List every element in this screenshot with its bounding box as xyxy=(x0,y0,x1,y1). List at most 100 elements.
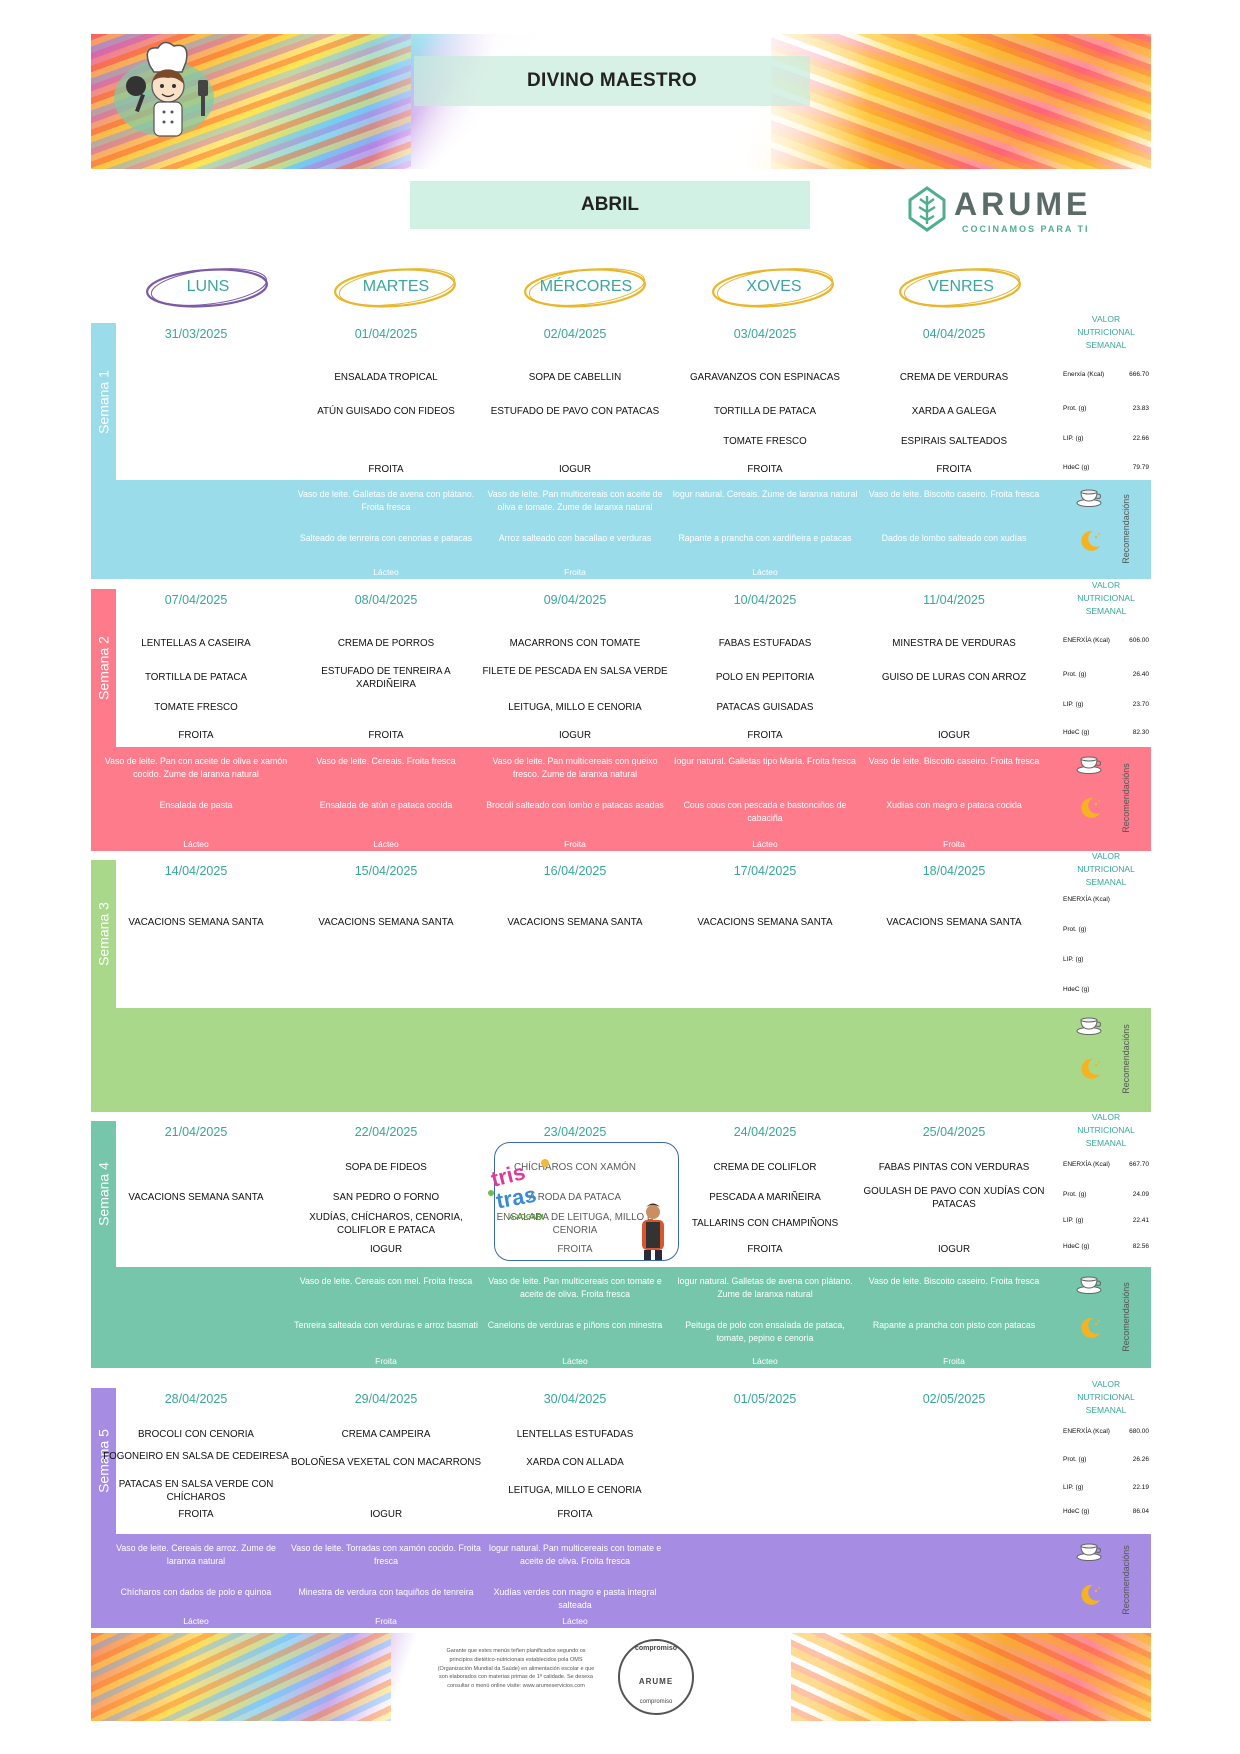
nutrition-label: Prot. (g) xyxy=(1063,671,1087,678)
day-date: 29/04/2025 xyxy=(354,1392,418,1406)
menu-dish: A RODA DA PATACA xyxy=(528,1192,621,1203)
menu-dish: MACARRONS CON TOMATE xyxy=(509,638,641,649)
nutrition-label: Prot. (g) xyxy=(1063,1191,1087,1198)
day-header-3: XOVES xyxy=(709,264,839,310)
dinner-recommendation: Minestra de verdura con taquiños de tenr… xyxy=(298,1587,474,1597)
recommendations-band xyxy=(91,1534,1151,1628)
day-header-0: LUNS xyxy=(143,264,273,310)
nutrition-value: 82.56 xyxy=(1132,1243,1149,1250)
menu-dish: GARAVANZOS CON ESPINACAS xyxy=(690,372,840,383)
breakfast-recommendation: Iogur natural. Cereais. Zume de laranxa … xyxy=(672,489,858,499)
menu-dish: XUDÍAS, CHÍCHAROS, CENORIA, COLIFLOR E P… xyxy=(309,1212,463,1237)
nutrition-value: 23.70 xyxy=(1132,701,1149,708)
nutrition-title: VALOR NUTRICIONAL SEMANAL xyxy=(1077,851,1135,888)
nutrition-value: 26.26 xyxy=(1132,1456,1149,1463)
dinner-recommendation: Dados de lombo salteado con xudías xyxy=(881,533,1027,543)
day-date: 02/05/2025 xyxy=(922,1392,986,1406)
week-side-bar: Semana 4 xyxy=(91,1121,116,1267)
breakfast-cup-icon xyxy=(1076,1017,1102,1035)
day-date: 16/04/2025 xyxy=(543,864,607,878)
day-header-4: VENRES xyxy=(896,264,1026,310)
recommendations-label: Recomendacións xyxy=(1120,1024,1131,1094)
dinner-recommendation: Rapante a prancha con xardiñeira e patac… xyxy=(678,533,852,543)
day-name: VENRES xyxy=(928,278,994,295)
menu-dish: CREMA CAMPEIRA xyxy=(341,1429,431,1440)
menu-dish: FABAS ESTUFADAS xyxy=(718,638,812,649)
day-date: 17/04/2025 xyxy=(733,864,797,878)
nutrition-label: LIP. (g) xyxy=(1063,435,1084,442)
nutrition-title: VALOR NUTRICIONAL SEMANAL xyxy=(1077,314,1135,351)
menu-dish: XARDA A GALEGA xyxy=(911,406,997,417)
day-date: 28/04/2025 xyxy=(164,1392,228,1406)
seal-top-text: compromiso xyxy=(634,1645,677,1652)
menu-dish: IOGUR xyxy=(937,730,971,741)
dinner-recommendation: Salteado de tenreira con cenorias e pata… xyxy=(299,533,473,543)
day-header-2: MÉRCORES xyxy=(521,264,651,310)
day-date: 01/05/2025 xyxy=(733,1392,797,1406)
menu-dish: GUISO DE LURAS CON ARROZ xyxy=(881,672,1027,683)
dessert-recommendation: Lácteo xyxy=(752,567,778,577)
menu-dish: FROITA xyxy=(747,730,783,741)
day-ellipse-icon xyxy=(146,268,268,308)
month-title-box: ABRIL xyxy=(410,181,810,229)
compromiso-seal: compromiso ARUME compromiso xyxy=(618,1639,694,1715)
month-title: ABRIL xyxy=(580,194,640,215)
menu-dish: TORTILLA DE PATACA xyxy=(145,672,247,683)
brand-tagline: COCINAMOS PARA TI xyxy=(962,224,1090,234)
day-date: 25/04/2025 xyxy=(922,1125,986,1139)
menu-dish: TALLARINS CON CHAMPIÑONS xyxy=(691,1218,839,1229)
menu-dish: VACACIONS SEMANA SANTA xyxy=(318,917,454,928)
dessert-recommendation: Lácteo xyxy=(752,839,778,849)
dinner-recommendation: Xudías verdes con magro e pasta integral… xyxy=(493,1587,657,1611)
menu-dish: FROITA xyxy=(368,730,404,741)
menu-dish: LENTELLAS A CASEIRA xyxy=(141,638,251,649)
nutrition-label: ENERXÍA (Kcal) xyxy=(1063,637,1110,644)
menu-dish: IOGUR xyxy=(937,1244,971,1255)
menu-dish: XARDA CON ALLADA xyxy=(526,1457,624,1468)
dessert-recommendation: Lácteo xyxy=(752,1356,778,1366)
menu-dish: FROITA xyxy=(368,464,404,475)
day-date: 04/04/2025 xyxy=(922,327,986,341)
menu-dish: FILETE DE PESCADA EN SALSA VERDE xyxy=(482,666,668,677)
breakfast-recommendation: Vaso de leite. Pan multicereais con acei… xyxy=(487,489,663,513)
week-side-bar: Semana 1 xyxy=(91,323,116,480)
nutrition-value: 22.66 xyxy=(1132,435,1149,442)
brand-name: ARUME xyxy=(954,186,1092,222)
day-date: 14/04/2025 xyxy=(164,864,228,878)
week-side-bar: Semana 5 xyxy=(91,1388,116,1534)
nutrition-title: VALOR NUTRICIONAL SEMANAL xyxy=(1077,1112,1135,1149)
day-date: 08/04/2025 xyxy=(354,593,418,607)
menu-dish: FROITA xyxy=(936,464,972,475)
day-date: 10/04/2025 xyxy=(733,593,797,607)
week-block-4: Semana 4 21/04/2025 VACACIONS SEMANA SANTA… xyxy=(91,1112,1151,1368)
breakfast-cup-icon xyxy=(1076,1276,1102,1294)
day-date: 23/04/2025 xyxy=(543,1125,607,1139)
menu-dish: TORTILLA DE PATACA xyxy=(714,406,816,417)
seal-brand-text: ARUME xyxy=(638,1677,674,1686)
nutrition-value: 86.04 xyxy=(1132,1508,1149,1515)
nutrition-label: HdeC (g) xyxy=(1063,1508,1090,1515)
dinner-moon-icon xyxy=(1081,1317,1100,1338)
menu-dish: PATACAS GUISADAS xyxy=(716,702,814,713)
day-date: 02/04/2025 xyxy=(543,327,607,341)
menu-dish: FROITA xyxy=(747,1244,783,1255)
week-side-bar: Semana 3 xyxy=(91,860,116,1008)
menu-dish: IOGUR xyxy=(369,1509,403,1520)
week-block-3: Semana 3 14/04/2025 VACACIONS SEMANA SANTA… xyxy=(91,851,1151,1112)
day-name: XOVES xyxy=(746,278,802,295)
menu-dish: FROITA xyxy=(557,1509,593,1520)
nutrition-label: ENERXÍA (Kcal) xyxy=(1063,1428,1110,1435)
menu-dish: ENSALADA DE LEITUGA, MILLO E CENORIA xyxy=(496,1212,654,1237)
nutrition-label: LIP. (g) xyxy=(1063,701,1084,708)
school-title: DIVINO MAESTRO xyxy=(527,70,697,91)
day-name: MÉRCORES xyxy=(539,278,633,295)
recommendations-band xyxy=(91,1267,1151,1368)
menu-dish: PESCADA A MARIÑEIRA xyxy=(709,1192,821,1203)
menu-dish: POLO EN PEPITORIA xyxy=(715,672,815,683)
menu-dish: VACACIONS SEMANA SANTA xyxy=(128,917,264,928)
day-date: 09/04/2025 xyxy=(543,593,607,607)
nutrition-value: 667.70 xyxy=(1129,1161,1149,1168)
dinner-recommendation: Xudías con magro e pataca cocida xyxy=(886,800,1022,810)
menu-dish: SOPA DE FIDEOS xyxy=(345,1162,427,1173)
breakfast-recommendation: Vaso de leite. Cereais de arroz. Zume de… xyxy=(116,1543,276,1567)
